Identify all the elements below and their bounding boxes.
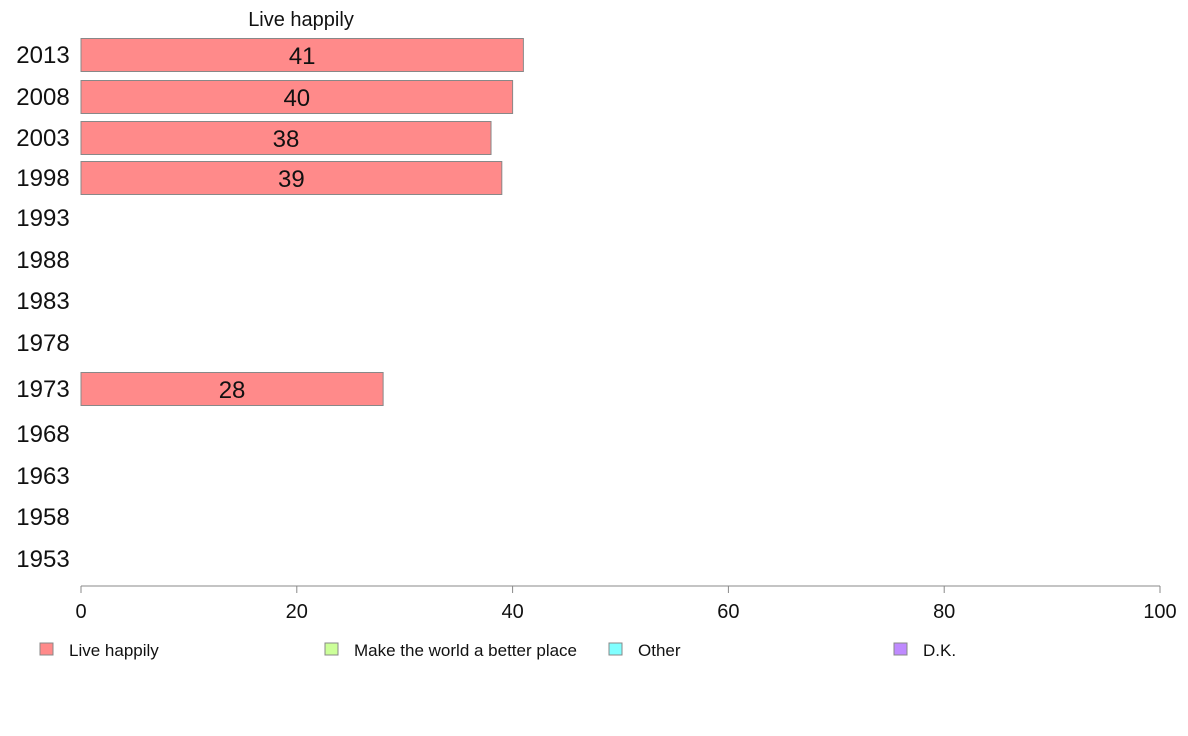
year-label: 1998	[16, 165, 69, 192]
x-tick-label: 60	[717, 601, 739, 623]
year-label: 1958	[16, 504, 69, 531]
year-label: 1983	[16, 288, 69, 315]
year-label: 1978	[16, 330, 69, 357]
x-tick-label: 0	[75, 601, 86, 623]
bar-value-label: 40	[283, 85, 310, 112]
legend-swatch	[893, 642, 908, 656]
bar	[80, 121, 492, 155]
bar	[80, 161, 503, 195]
year-label: 1963	[16, 463, 69, 490]
legend: Live happily Make the world a better plac…	[39, 641, 956, 660]
bar	[80, 38, 524, 72]
legend-swatch	[324, 642, 339, 656]
bar	[80, 372, 384, 406]
legend-swatch	[39, 642, 54, 656]
bars	[80, 38, 524, 406]
legend-label: Make the world a better place	[354, 641, 577, 660]
bar-labels: 41 40 38 39 28	[219, 43, 316, 404]
bar-value-label: 28	[219, 377, 246, 404]
legend-label: Other	[638, 641, 681, 660]
legend-swatch	[608, 642, 623, 656]
x-tick-label: 100	[1143, 601, 1176, 623]
year-label: 2013	[16, 42, 69, 69]
year-label: 1993	[16, 205, 69, 232]
legend-label: D.K.	[923, 641, 956, 660]
year-labels: 2013 2008 2003 1998 1993 1988 1983 1978 1973 1968…	[16, 42, 69, 573]
x-axis: 0 20 40 60 80 100	[75, 585, 1177, 623]
panel-title: Live happily	[248, 9, 354, 31]
year-label: 1953	[16, 546, 69, 573]
bar-value-label: 38	[273, 126, 300, 153]
year-label: 2003	[16, 125, 69, 152]
year-label: 2008	[16, 84, 69, 111]
bar-value-label: 41	[289, 43, 316, 70]
x-tick-label: 40	[501, 601, 523, 623]
x-tick-label: 80	[933, 601, 955, 623]
year-label: 1988	[16, 247, 69, 274]
year-label: 1968	[16, 421, 69, 448]
legend-label: Live happily	[69, 641, 159, 660]
x-tick-label: 20	[286, 601, 308, 623]
bar-value-label: 39	[278, 166, 305, 193]
year-label: 1973	[16, 376, 69, 403]
bar	[80, 80, 514, 114]
